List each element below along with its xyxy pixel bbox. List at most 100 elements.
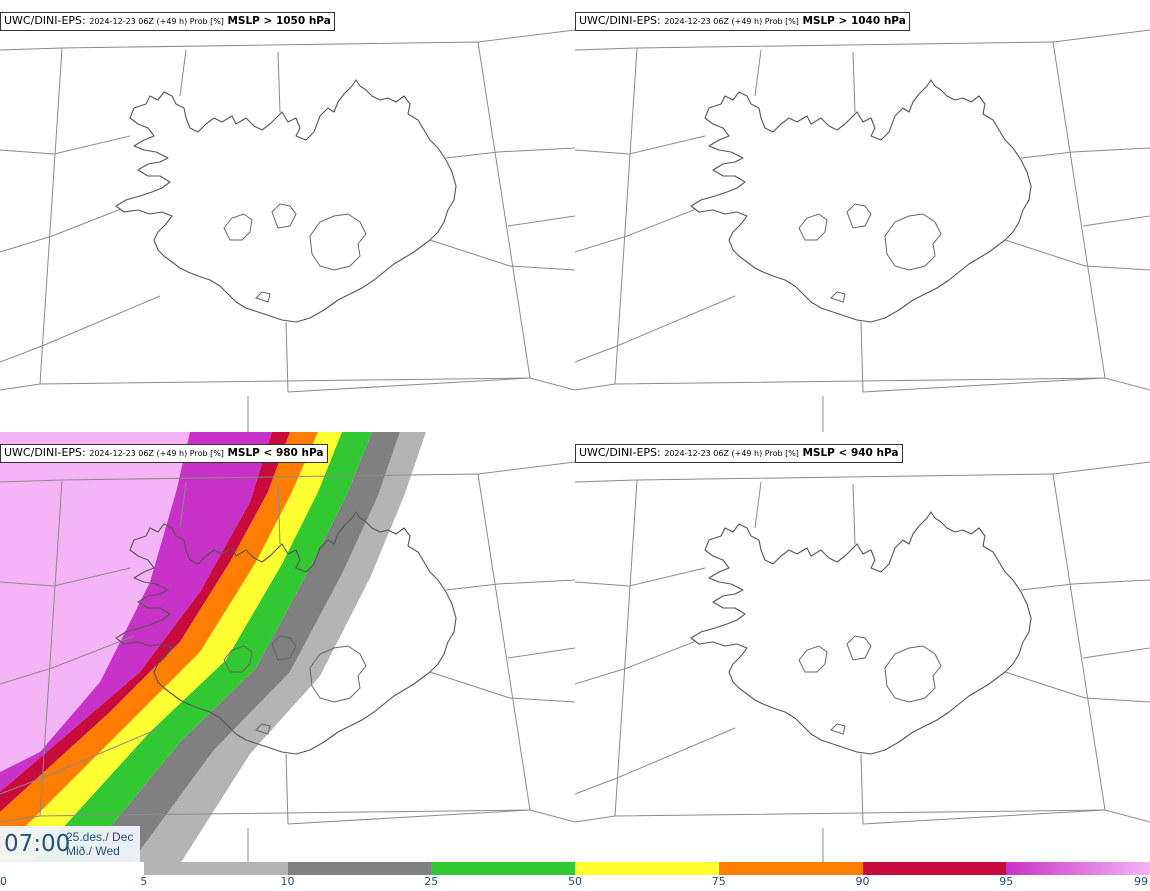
probability-band	[0, 432, 272, 792]
glacier-outline	[798, 645, 828, 673]
lat-lon-gridline	[1072, 147, 1150, 153]
lat-lon-gridline	[1084, 697, 1150, 703]
probability-band	[0, 432, 318, 852]
lat-lon-gridline	[507, 215, 575, 227]
lat-lon-gridline	[852, 51, 856, 113]
legend-swatch	[287, 862, 432, 875]
lat-lon-gridline	[277, 51, 281, 113]
probability-colorbar: 0 5 10 25 50 75 90 95 99	[0, 862, 1150, 891]
probability-band	[0, 432, 190, 772]
iceland-coastline	[115, 511, 457, 755]
valid-date: 25.des./ Dec Mið./ Wed	[66, 830, 134, 858]
lat-lon-gridline	[575, 383, 616, 391]
lat-lon-gridline	[575, 235, 628, 253]
lat-lon-gridline	[616, 727, 736, 779]
lat-lon-gridline	[1020, 151, 1074, 159]
panel-title: UWC/DINI-EPS: 2024-12-23 06Z (+49 h) Pro…	[575, 12, 910, 31]
legend-tick-label: 50	[568, 875, 582, 888]
lat-lon-gridline	[507, 647, 575, 659]
lat-lon-gridline	[529, 377, 575, 391]
glacier-outline	[798, 213, 828, 241]
lat-lon-gridline	[179, 481, 187, 529]
lat-lon-gridline	[287, 377, 531, 393]
iceland-map	[575, 461, 1150, 864]
lat-lon-gridline	[53, 135, 131, 155]
lat-lon-gridline	[509, 697, 575, 703]
lat-lon-gridline	[0, 667, 53, 685]
map-panel-4: UWC/DINI-EPS: 2024-12-23 06Z (+49 h) Pro…	[575, 432, 1150, 864]
probability-band	[30, 432, 372, 864]
legend-swatch	[143, 862, 288, 875]
lat-lon-gridline	[1104, 809, 1150, 823]
lat-lon-gridline	[0, 815, 41, 823]
legend-tick-label: 95	[999, 875, 1014, 888]
lat-lon-gridline	[285, 321, 289, 393]
lat-lon-gridline	[862, 377, 1106, 393]
lat-lon-gridline	[277, 483, 281, 545]
legend-swatch	[575, 862, 719, 875]
lat-lon-gridline	[575, 815, 616, 823]
glacier-outline	[255, 723, 271, 735]
glacier-outline	[846, 203, 872, 229]
lat-lon-gridline	[429, 239, 511, 267]
lat-lon-gridline	[0, 777, 43, 795]
lat-lon-gridline	[860, 753, 864, 825]
legend-swatch	[862, 862, 1007, 875]
lat-lon-gridline	[628, 135, 706, 155]
lat-lon-gridline	[285, 753, 289, 825]
panel-title: UWC/DINI-EPS: 2024-12-23 06Z (+49 h) Pro…	[0, 444, 328, 463]
glacier-outline	[830, 723, 846, 735]
lat-lon-gridline	[445, 583, 499, 591]
lat-lon-gridline	[477, 29, 575, 43]
map-panel-3: UWC/DINI-EPS: 2024-12-23 06Z (+49 h) Pro…	[0, 432, 575, 864]
legend-swatch	[0, 862, 144, 875]
lat-lon-gridline	[575, 47, 638, 51]
valid-hour: 07:00	[4, 831, 71, 857]
legend-swatch	[718, 862, 863, 875]
lat-lon-gridline	[287, 809, 531, 825]
lat-lon-gridline	[497, 147, 575, 153]
lat-lon-gridline	[628, 567, 706, 587]
legend-tick-label: 90	[855, 875, 870, 888]
lat-lon-gridline	[575, 667, 628, 685]
lat-lon-gridline	[1052, 29, 1150, 43]
lat-lon-gridline	[1104, 377, 1150, 391]
legend-tick-label: 25	[424, 875, 439, 888]
probability-band	[0, 432, 290, 812]
glacier-outline	[223, 213, 253, 241]
glacier-outline	[271, 635, 297, 661]
lat-lon-gridline	[754, 49, 762, 97]
legend-tick-label: 5	[140, 875, 148, 888]
probability-band	[0, 432, 342, 864]
iceland-map	[0, 432, 575, 864]
lat-lon-gridline	[497, 579, 575, 585]
valid-time-box: 07:00 25.des./ Dec Mið./ Wed	[0, 826, 140, 862]
lat-lon-gridline	[1072, 579, 1150, 585]
lat-lon-gridline	[445, 151, 499, 159]
lat-lon-gridline	[575, 345, 618, 363]
lat-lon-gridline	[179, 49, 187, 97]
iceland-coastline	[690, 511, 1032, 755]
lat-lon-gridline	[41, 295, 161, 347]
lat-lon-gridline	[862, 809, 1106, 825]
lat-lon-gridline	[41, 727, 161, 779]
lat-lon-gridline	[477, 461, 575, 475]
lat-lon-gridline	[529, 809, 575, 823]
legend-swatch	[431, 862, 575, 875]
lat-lon-gridline	[0, 383, 41, 391]
lat-lon-gridline	[575, 479, 638, 483]
lat-lon-gridline	[575, 581, 630, 587]
lat-lon-gridline	[0, 345, 43, 363]
legend-swatch	[1006, 862, 1150, 875]
lat-lon-gridline	[429, 671, 511, 699]
lat-lon-gridline	[575, 149, 630, 155]
lat-lon-gridline	[0, 479, 63, 483]
lat-lon-gridline	[0, 235, 53, 253]
legend-tick-label: 0	[0, 875, 7, 888]
lat-lon-gridline	[754, 481, 762, 529]
lat-lon-gridline	[1052, 461, 1150, 475]
lat-lon-gridline	[0, 581, 55, 587]
lat-lon-gridline	[0, 149, 55, 155]
legend-tick-label: 75	[711, 875, 726, 888]
legend-tick-label: 10	[280, 875, 295, 888]
